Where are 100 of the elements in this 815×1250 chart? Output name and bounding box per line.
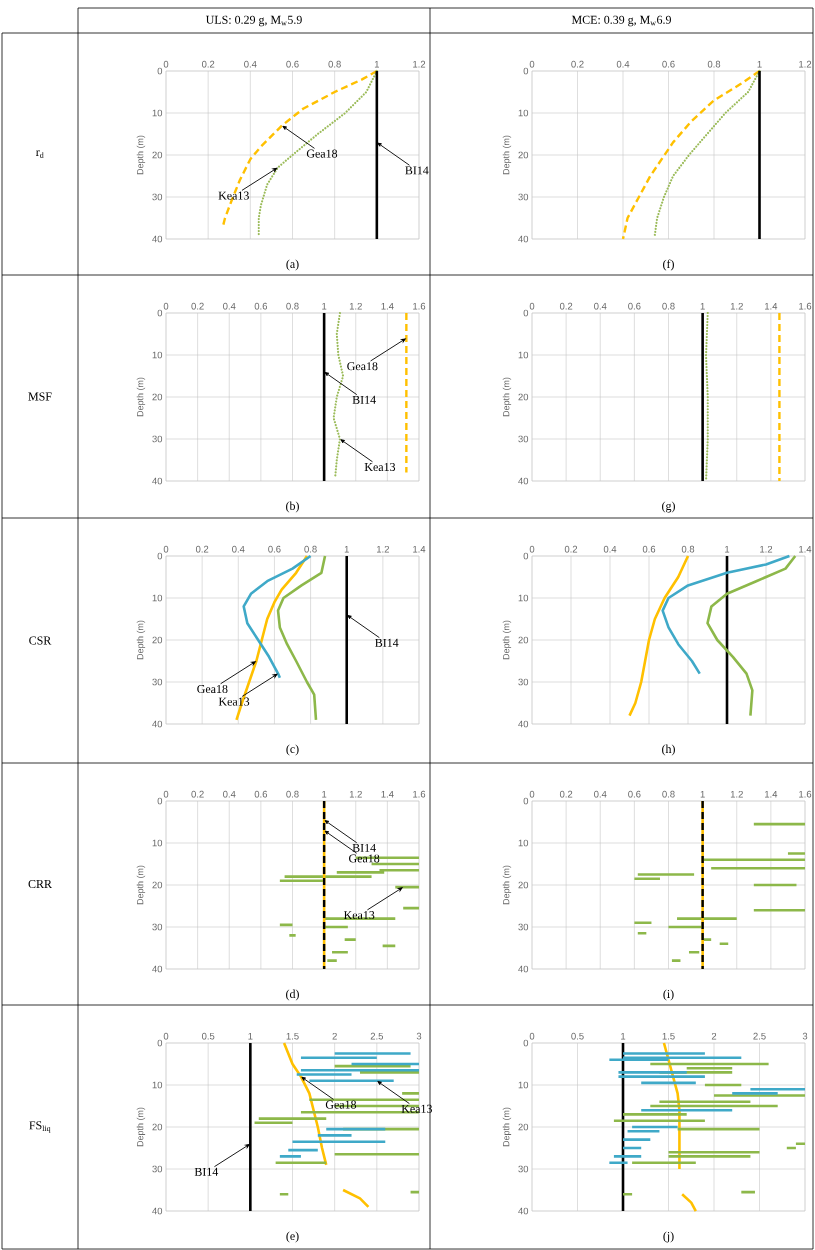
x-tick-label: 1.4 bbox=[765, 302, 778, 310]
x-tick-label: 1 bbox=[248, 1032, 253, 1040]
annotation: Kea13 bbox=[401, 1104, 432, 1113]
x-tick-label: 0.4 bbox=[594, 302, 607, 310]
x-tick-label: 0.2 bbox=[564, 545, 578, 553]
y-tick-label: 0 bbox=[157, 67, 163, 75]
y-tick-label: 40 bbox=[152, 235, 163, 243]
text: (h) bbox=[662, 744, 675, 756]
annotation: Kea13 bbox=[218, 191, 249, 200]
x-tick-label: 1 bbox=[344, 545, 349, 553]
text: CSR bbox=[29, 636, 52, 645]
text: CRR bbox=[28, 879, 52, 889]
x-tick-label: 3 bbox=[802, 1032, 808, 1040]
x-tick-label: 1.6 bbox=[799, 302, 812, 310]
y-axis-title: Depth (m) bbox=[502, 377, 512, 417]
y-tick-label: 30 bbox=[518, 193, 529, 201]
x-tick-label: 0.4 bbox=[223, 302, 236, 310]
annotation: BI14 bbox=[375, 638, 399, 647]
y-tick-label: 20 bbox=[152, 151, 163, 159]
y-tick-label: 0 bbox=[157, 797, 163, 805]
y-tick-label: 20 bbox=[518, 636, 529, 644]
x-tick-label: 0.5 bbox=[571, 1032, 584, 1040]
y-tick-label: 0 bbox=[523, 552, 529, 560]
y-tick-label: 20 bbox=[518, 151, 529, 159]
x-tick-label: 1.2 bbox=[349, 302, 362, 310]
x-tick-label: 0.4 bbox=[223, 790, 236, 798]
y-tick-label: 20 bbox=[518, 1123, 529, 1131]
annotation: Gea18 bbox=[306, 149, 338, 158]
x-tick-label: 0.4 bbox=[603, 545, 617, 553]
x-tick-label: 1 bbox=[700, 790, 705, 798]
x-tick-label: 1 bbox=[700, 302, 705, 310]
y-tick-label: 30 bbox=[518, 1165, 529, 1173]
x-tick-label: 0 bbox=[163, 545, 169, 553]
x-tick-label: 0.6 bbox=[662, 60, 675, 68]
x-tick-label: 0 bbox=[529, 302, 535, 310]
x-tick-label: 0 bbox=[163, 302, 169, 310]
x-tick-label: 0.2 bbox=[559, 302, 573, 310]
chart-subtitle: ULS: 0.29 g, M$_{w}$5.9 bbox=[205, 15, 302, 27]
x-tick-label: 1 bbox=[322, 790, 327, 798]
y-tick-label: 0 bbox=[523, 797, 529, 805]
x-tick-label: 1.5 bbox=[286, 1032, 299, 1040]
text: MSF bbox=[28, 392, 52, 401]
x-tick-label: 1.2 bbox=[377, 545, 389, 553]
annotation: Gea18 bbox=[197, 684, 228, 694]
x-tick-label: 1.2 bbox=[349, 790, 362, 798]
y-tick-label: 10 bbox=[518, 1081, 529, 1089]
x-tick-label: 0 bbox=[529, 545, 535, 553]
y-axis-title: Depth (m) bbox=[502, 1107, 512, 1147]
x-tick-label: 2 bbox=[332, 1032, 337, 1040]
annotation: Kea13 bbox=[364, 462, 396, 472]
x-tick-label: 0.2 bbox=[571, 60, 584, 68]
x-tick-label: 0.2 bbox=[559, 790, 573, 798]
x-tick-label: 0.8 bbox=[286, 790, 299, 798]
x-tick-label: 0.8 bbox=[681, 545, 695, 553]
y-tick-label: 40 bbox=[518, 720, 529, 728]
y-tick-label: 10 bbox=[152, 839, 163, 847]
y-tick-label: 40 bbox=[152, 720, 163, 728]
x-tick-label: 1.2 bbox=[799, 60, 812, 68]
y-tick-label: 10 bbox=[518, 351, 529, 359]
text: FS$_{liq}$ bbox=[29, 1121, 51, 1133]
x-tick-label: 0.4 bbox=[232, 545, 245, 553]
x-tick-label: 0 bbox=[163, 60, 169, 68]
x-tick-label: 0.2 bbox=[191, 790, 204, 798]
x-tick-label: 1.4 bbox=[381, 790, 394, 798]
x-tick-label: 2 bbox=[711, 1032, 717, 1040]
y-tick-label: 30 bbox=[152, 193, 163, 201]
y-axis-title: Depth (m) bbox=[502, 620, 512, 660]
y-tick-label: 40 bbox=[518, 1207, 529, 1215]
x-tick-label: 1.4 bbox=[799, 545, 812, 553]
y-axis-title: Depth (m) bbox=[136, 135, 146, 175]
y-tick-label: 30 bbox=[152, 435, 163, 443]
text: (b) bbox=[286, 501, 299, 513]
x-tick-label: 0.8 bbox=[662, 302, 675, 310]
y-tick-label: 40 bbox=[152, 1207, 163, 1215]
x-tick-label: 0.4 bbox=[616, 60, 630, 68]
y-tick-label: 40 bbox=[152, 477, 163, 485]
x-tick-label: 0.5 bbox=[201, 1032, 215, 1040]
x-tick-label: 1.2 bbox=[760, 545, 773, 553]
y-tick-label: 10 bbox=[152, 351, 163, 359]
x-tick-label: 0 bbox=[529, 790, 535, 798]
y-axis-title: Depth (m) bbox=[502, 865, 512, 905]
chart-subtitle: MCE: 0.39 g, M$_{w}$6.9 bbox=[571, 15, 671, 27]
y-tick-label: 30 bbox=[152, 678, 163, 686]
y-tick-label: 0 bbox=[157, 552, 163, 560]
text: (e) bbox=[286, 1231, 299, 1243]
x-tick-label: 0.8 bbox=[304, 545, 317, 553]
text: (f) bbox=[663, 259, 674, 271]
y-tick-label: 10 bbox=[518, 109, 529, 117]
x-tick-label: 1.6 bbox=[413, 790, 426, 798]
x-tick-label: 0.8 bbox=[707, 60, 721, 68]
x-tick-label: 0.2 bbox=[195, 545, 209, 553]
x-tick-label: 2.5 bbox=[370, 1032, 384, 1040]
x-tick-label: 1 bbox=[725, 545, 730, 553]
y-tick-label: 20 bbox=[518, 393, 529, 401]
x-tick-label: 1.6 bbox=[413, 302, 426, 310]
text: (g) bbox=[662, 501, 675, 513]
y-tick-label: 40 bbox=[518, 965, 529, 973]
x-tick-label: 1 bbox=[374, 60, 379, 68]
text: (i) bbox=[663, 989, 674, 1001]
y-tick-label: 10 bbox=[152, 109, 163, 117]
